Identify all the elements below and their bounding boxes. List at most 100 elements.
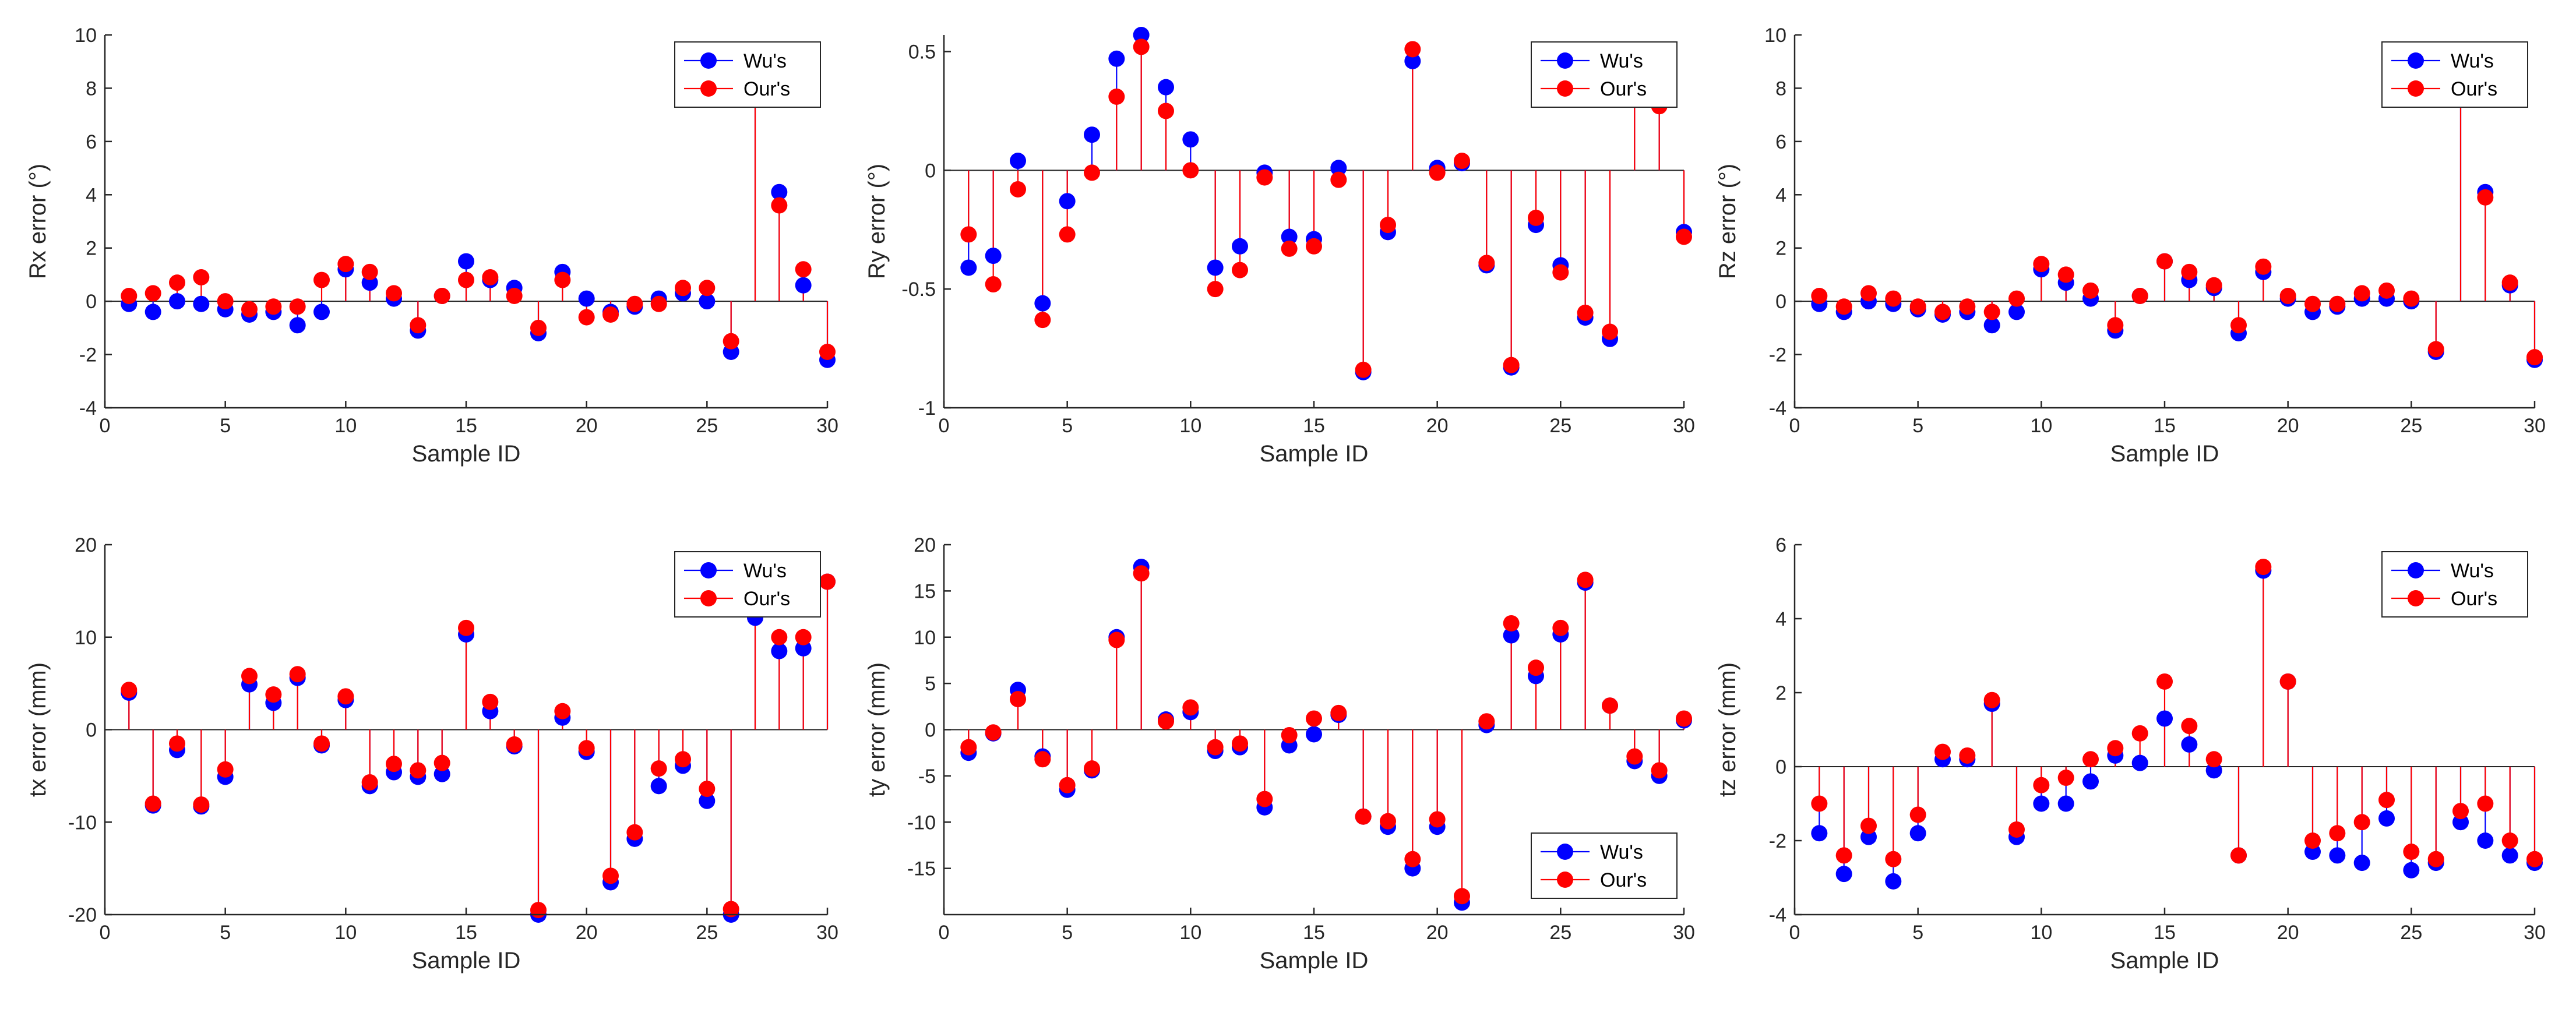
data-point xyxy=(482,269,499,285)
data-point xyxy=(1034,295,1051,312)
x-tick-label: 5 xyxy=(1062,415,1073,437)
data-point xyxy=(1602,697,1618,714)
data-point xyxy=(1811,795,1828,812)
data-point xyxy=(313,735,330,752)
data-point xyxy=(289,666,306,683)
data-point xyxy=(1811,288,1828,304)
data-point xyxy=(699,792,716,809)
y-tick-label: 0 xyxy=(925,719,936,742)
series-ours xyxy=(128,85,829,352)
data-point xyxy=(2279,673,2296,690)
data-point xyxy=(699,781,716,798)
legend: Wu's Our's xyxy=(674,41,821,108)
data-point xyxy=(2131,725,2148,742)
data-point xyxy=(2230,317,2247,334)
y-tick-label: 0 xyxy=(1775,291,1786,313)
x-tick-label: 0 xyxy=(1789,415,1800,437)
data-point xyxy=(2526,349,2543,366)
data-point xyxy=(2427,851,2444,867)
data-point xyxy=(506,736,523,753)
data-point xyxy=(2082,773,2099,790)
x-tick-label: 30 xyxy=(2524,415,2546,437)
data-point xyxy=(1959,298,1976,315)
data-point xyxy=(578,740,595,757)
legend-frame xyxy=(2381,41,2528,108)
data-point xyxy=(434,754,450,771)
data-point xyxy=(241,301,258,317)
data-point xyxy=(1860,817,1877,834)
x-tick-label: 10 xyxy=(1179,415,1201,437)
data-point xyxy=(386,285,402,302)
data-point xyxy=(2452,803,2469,820)
data-point xyxy=(1835,298,1852,315)
legend-label: Our's xyxy=(1600,78,1647,100)
data-point xyxy=(2082,751,2099,768)
y-tick-label: 2 xyxy=(86,238,97,260)
y-tick-label: -1 xyxy=(918,397,936,419)
markers-wu xyxy=(121,573,836,923)
x-axis-title: Sample ID xyxy=(412,948,521,973)
data-point xyxy=(1380,813,1396,830)
data-point xyxy=(410,762,427,779)
data-point xyxy=(554,703,571,719)
data-point xyxy=(2477,189,2494,206)
data-point xyxy=(265,686,282,703)
data-point xyxy=(361,263,378,280)
data-point xyxy=(1676,228,1692,245)
legend-frame xyxy=(674,41,821,108)
legend: Wu's Our's xyxy=(1531,41,1678,108)
data-point xyxy=(1158,713,1174,730)
data-point xyxy=(1108,50,1125,67)
data-point xyxy=(1577,571,1594,588)
data-point xyxy=(1885,851,1902,867)
chart-panel-6: 0 5 10 15 20 25 30 -4 -2 0 2 4 6 Sample ID tz error (m… xyxy=(1715,534,2546,973)
data-point xyxy=(145,304,161,320)
data-point xyxy=(1182,162,1199,179)
data-point xyxy=(2526,851,2543,867)
data-point xyxy=(723,901,739,918)
data-point xyxy=(1306,710,1322,727)
y-tick-label: -4 xyxy=(1769,397,1786,419)
data-point xyxy=(578,309,595,326)
legend-marker xyxy=(2408,52,2424,69)
data-point xyxy=(1528,209,1544,226)
legend-marker xyxy=(700,80,717,97)
data-point xyxy=(2181,718,2198,735)
data-point xyxy=(650,778,667,795)
legend-label: Our's xyxy=(2451,78,2497,100)
data-point xyxy=(2033,795,2050,812)
x-tick-label: 25 xyxy=(696,415,718,437)
x-tick-label: 25 xyxy=(2400,415,2422,437)
y-tick-label: -2 xyxy=(1769,344,1786,366)
data-point xyxy=(2403,290,2420,307)
data-point xyxy=(1811,825,1828,842)
data-point xyxy=(1330,171,1347,188)
x-tick-label: 20 xyxy=(2277,922,2299,944)
data-point xyxy=(2230,847,2247,864)
data-point xyxy=(1885,290,1902,307)
data-point xyxy=(1478,255,1495,271)
data-point xyxy=(1503,627,1520,644)
data-point xyxy=(1983,317,2000,334)
data-point xyxy=(795,261,812,278)
x-tick-label: 5 xyxy=(1912,922,1923,944)
chart-panel-3: 0 5 10 15 20 25 30 -4 -2 0 2 4 6 8 10 Sample ID Rz error… xyxy=(1715,24,2546,467)
data-point xyxy=(1934,304,1951,320)
data-point xyxy=(2107,317,2124,334)
data-point xyxy=(2304,832,2321,849)
x-tick-label: 15 xyxy=(2154,922,2176,944)
data-point xyxy=(1478,713,1495,730)
y-tick-label: 10 xyxy=(75,627,97,649)
data-point xyxy=(1207,739,1224,756)
data-point xyxy=(2477,832,2494,849)
data-point xyxy=(2057,795,2074,812)
data-point xyxy=(1232,262,1248,278)
series-ours xyxy=(1819,80,2536,358)
data-point xyxy=(2181,263,2198,280)
legend-marker xyxy=(2408,80,2424,97)
data-point xyxy=(1651,762,1668,779)
y-tick-label: 20 xyxy=(914,534,936,556)
data-point xyxy=(1010,153,1026,170)
data-point xyxy=(145,285,161,302)
data-point xyxy=(1835,866,1852,883)
